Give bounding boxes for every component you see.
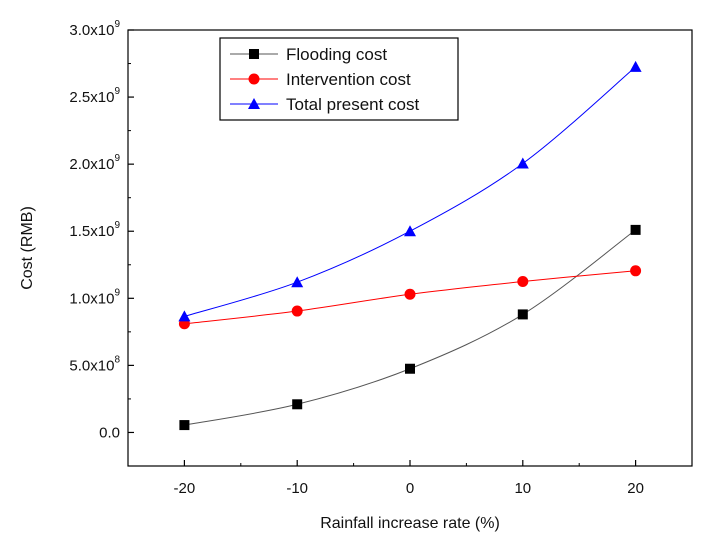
series-line-flooding-cost [184, 229, 636, 426]
data-point-intervention-cost [630, 265, 642, 277]
legend-item-total-present-cost: Total present cost [230, 95, 420, 114]
data-point-total-present-cost [404, 225, 416, 237]
series-layer [178, 60, 642, 431]
x-tick-label: 10 [514, 480, 531, 497]
legend-item-intervention-cost: Intervention cost [230, 70, 411, 89]
x-tick-label: -10 [286, 480, 308, 497]
data-point-flooding-cost [630, 224, 641, 235]
legend-label: Flooding cost [286, 45, 387, 64]
data-point-total-present-cost [629, 60, 642, 72]
x-tick-label: 0 [406, 480, 414, 497]
legend-label: Intervention cost [286, 70, 411, 89]
data-point-flooding-cost [405, 363, 415, 374]
data-point-intervention-cost [517, 276, 529, 288]
y-tick-label: 3.0x109 [69, 19, 120, 39]
x-axis-ticks: -20 -10 0 10 20 [127, 460, 693, 497]
y-tick-label: 5.0x108 [69, 354, 120, 374]
x-axis-title: Rainfall increase rate (%) [320, 515, 500, 532]
legend-marker [249, 49, 259, 59]
data-point-flooding-cost [517, 309, 528, 320]
legend-marker [248, 73, 260, 85]
data-point-total-present-cost [516, 157, 529, 169]
data-point-flooding-cost [292, 399, 303, 410]
series-flooding-cost [179, 224, 641, 431]
data-point-total-present-cost [291, 276, 304, 288]
legend: Flooding cost Intervention cost Total pres… [219, 37, 459, 121]
y-tick-label: 2.5x109 [69, 86, 120, 106]
data-point-intervention-cost [291, 305, 303, 317]
legend-label: Total present cost [286, 95, 420, 114]
data-point-intervention-cost [404, 288, 416, 300]
y-tick-label: 1.0x109 [69, 287, 120, 307]
x-tick-label: 20 [627, 480, 644, 497]
y-tick-label: 0.0 [99, 424, 120, 441]
x-tick-label: -20 [174, 480, 196, 497]
legend-item-flooding-cost: Flooding cost [230, 45, 387, 64]
legend-marker [248, 98, 260, 109]
y-tick-label: 1.5x109 [69, 220, 120, 240]
series-intervention-cost [178, 265, 642, 330]
data-point-total-present-cost [178, 310, 191, 322]
y-axis-title: Cost (RMB) [19, 206, 36, 290]
series-total-present-cost [178, 60, 642, 322]
y-axis-ticks: 0.0 5.0x108 1.0x109 1.5x109 2.0x109 2.5x109 3.… [69, 19, 134, 441]
data-point-flooding-cost [179, 420, 190, 431]
y-tick-label: 2.0x109 [69, 153, 120, 173]
